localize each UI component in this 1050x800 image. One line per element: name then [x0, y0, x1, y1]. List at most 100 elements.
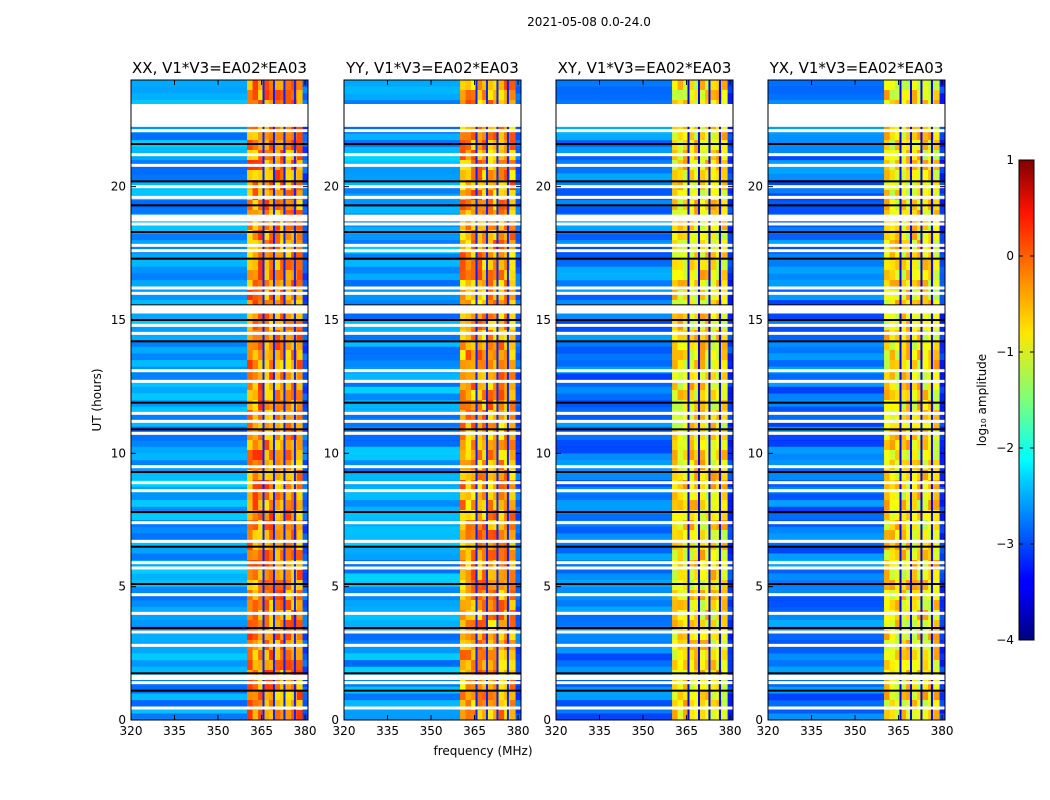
heatmap-cell: [263, 620, 270, 631]
heatmap-cell: [705, 170, 712, 181]
heatmap-cell: [727, 273, 733, 281]
heatmap-cell: [933, 260, 940, 271]
heatmap-cell: [683, 470, 690, 481]
heatmap-cell: [768, 666, 885, 674]
heatmap-cell: [471, 80, 478, 91]
heatmap-cell: [476, 540, 483, 551]
heatmap-cell: [515, 180, 521, 188]
heatmap-cell: [285, 630, 292, 641]
heatmap-cell: [269, 380, 276, 391]
heatmap-cell: [482, 630, 489, 641]
heatmap-cell: [302, 693, 308, 701]
heatmap-cell: [688, 140, 695, 151]
heatmap-cell: [296, 380, 303, 391]
heatmap-cell: [302, 200, 308, 208]
heatmap-cell: [131, 466, 248, 474]
heatmap-cell: [556, 620, 673, 628]
heatmap-cell: [344, 533, 461, 541]
heatmap-cell: [258, 130, 265, 141]
flagged-row: [768, 428, 945, 431]
heatmap-cell: [269, 190, 276, 201]
heatmap-cell: [515, 660, 521, 668]
flagged-row: [556, 681, 733, 685]
heatmap-cell: [699, 190, 706, 201]
heatmap-cell: [705, 80, 712, 91]
heatmap-cell: [285, 560, 292, 571]
heatmap-cell: [694, 330, 701, 341]
heatmap-cell: [131, 280, 248, 288]
heatmap-cell: [727, 666, 733, 674]
heatmap-cell: [694, 80, 701, 91]
heatmap-cell: [471, 560, 478, 571]
heatmap-cell: [889, 370, 896, 381]
heatmap-cell: [721, 270, 728, 281]
heatmap-cell: [900, 280, 907, 291]
heatmap-cell: [285, 680, 292, 691]
heatmap-cell: [900, 530, 907, 541]
heatmap-cell: [768, 293, 885, 301]
y-tick-label: 15: [111, 313, 126, 327]
heatmap-cell: [672, 710, 678, 721]
heatmap-cell: [556, 713, 673, 721]
heatmap-cell: [911, 580, 918, 591]
heatmap-cell: [344, 280, 461, 288]
heatmap-cell: [247, 540, 253, 551]
heatmap-cell: [688, 530, 695, 541]
heatmap-cell: [498, 560, 505, 571]
heatmap-cell: [252, 650, 259, 661]
heatmap-cell: [269, 90, 276, 101]
heatmap-cell: [895, 230, 902, 241]
heatmap-cell: [465, 500, 472, 511]
heatmap-cell: [263, 500, 270, 511]
heatmap-cell: [895, 350, 902, 361]
heatmap-cell: [460, 330, 466, 341]
heatmap-cell: [252, 140, 259, 151]
heatmap-cell: [889, 260, 896, 271]
heatmap-cell: [672, 370, 678, 381]
heatmap-cell: [269, 230, 276, 241]
heatmap-cell: [476, 310, 483, 321]
heatmap-cell: [677, 360, 684, 371]
heatmap-cell: [556, 666, 673, 674]
heatmap-cell: [493, 630, 500, 641]
heatmap-cell: [296, 710, 303, 721]
heatmap-cell: [509, 80, 516, 91]
heatmap-cell: [705, 280, 712, 291]
heatmap-cell: [917, 310, 924, 321]
heatmap-cell: [906, 490, 913, 501]
heatmap-cell: [768, 273, 885, 281]
heatmap-cell: [906, 580, 913, 591]
heatmap-cell: [460, 680, 466, 691]
flagged-row: [556, 222, 733, 226]
heatmap-cell: [252, 540, 259, 551]
heatmap-cell: [911, 500, 918, 511]
heatmap-cell: [911, 690, 918, 701]
heatmap-cell: [515, 86, 521, 94]
flagged-row: [344, 411, 521, 415]
y-tick-label: 20: [748, 180, 763, 194]
heatmap-cell: [721, 580, 728, 591]
flagged-row: [768, 411, 945, 415]
heatmap-cell: [917, 440, 924, 451]
heatmap-cell: [296, 310, 303, 321]
axes-frame: [555, 79, 734, 721]
heatmap-cell: [672, 350, 678, 361]
heatmap-cell: [939, 606, 945, 614]
heatmap-cell: [476, 380, 483, 391]
flagged-row: [768, 643, 945, 647]
heatmap-cell: [131, 553, 248, 561]
heatmap-cell: [556, 180, 673, 188]
heatmap-cell: [344, 86, 461, 94]
heatmap-cell: [296, 360, 303, 371]
heatmap-cell: [285, 500, 292, 511]
heatmap-cell: [900, 430, 907, 441]
heatmap-cell: [694, 250, 701, 261]
panel-title: XY, V1*V3=EA02*EA03: [558, 59, 732, 77]
heatmap-cell: [721, 290, 728, 301]
heatmap-cell: [705, 340, 712, 351]
flagged-row: [344, 222, 521, 226]
heatmap-cell: [895, 660, 902, 671]
heatmap-cell: [465, 370, 472, 381]
heatmap-cell: [285, 700, 292, 711]
heatmap-cell: [727, 586, 733, 594]
